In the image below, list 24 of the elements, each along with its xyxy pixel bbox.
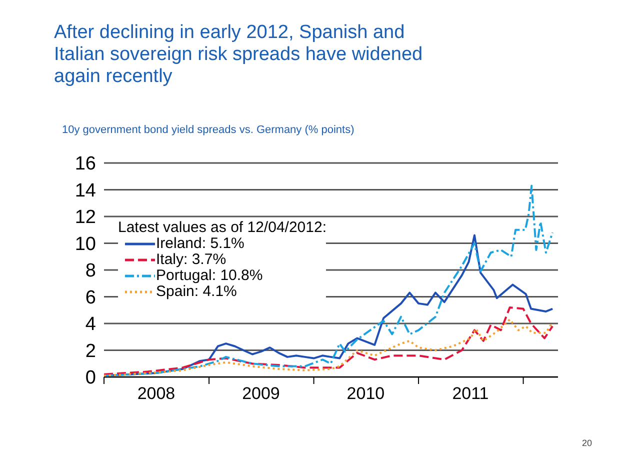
y-tick-label: 10 (74, 234, 96, 255)
x-tick-label: 2009 (242, 384, 280, 403)
line-series (104, 306, 554, 376)
x-tick-label: 2011 (452, 384, 489, 403)
legend-title: Latest values as of 12/04/2012: (118, 219, 326, 236)
chart-title: After declining in early 2012, Spanish and Italian sovereign risk spreads have widened again recently (54, 22, 424, 88)
legend-label: Italy: 3.7% (156, 251, 226, 268)
y-tick-label: 14 (74, 180, 96, 202)
y-tick-label: 0 (85, 368, 96, 389)
y-tick-label: 4 (85, 314, 96, 336)
y-tick-label: 16 (74, 154, 96, 175)
legend-label: Portugal: 10.8% (156, 267, 263, 284)
x-tick-label: 2010 (346, 384, 385, 403)
legend-label: Spain: 4.1% (156, 283, 237, 300)
line-series (104, 318, 554, 377)
y-tick-label: 12 (74, 207, 96, 228)
chart-subtitle: 10y government bond yield spreads vs. Germany (% points) (62, 124, 354, 136)
text: 20 (582, 438, 592, 448)
line-series (104, 184, 554, 377)
y-tick-label: 6 (85, 287, 96, 308)
y-tick-label: 2 (85, 340, 96, 362)
legend-label: Ireland: 5.1% (156, 235, 244, 252)
y-tick-label: 8 (85, 260, 96, 282)
x-tick-label: 2008 (137, 384, 176, 403)
